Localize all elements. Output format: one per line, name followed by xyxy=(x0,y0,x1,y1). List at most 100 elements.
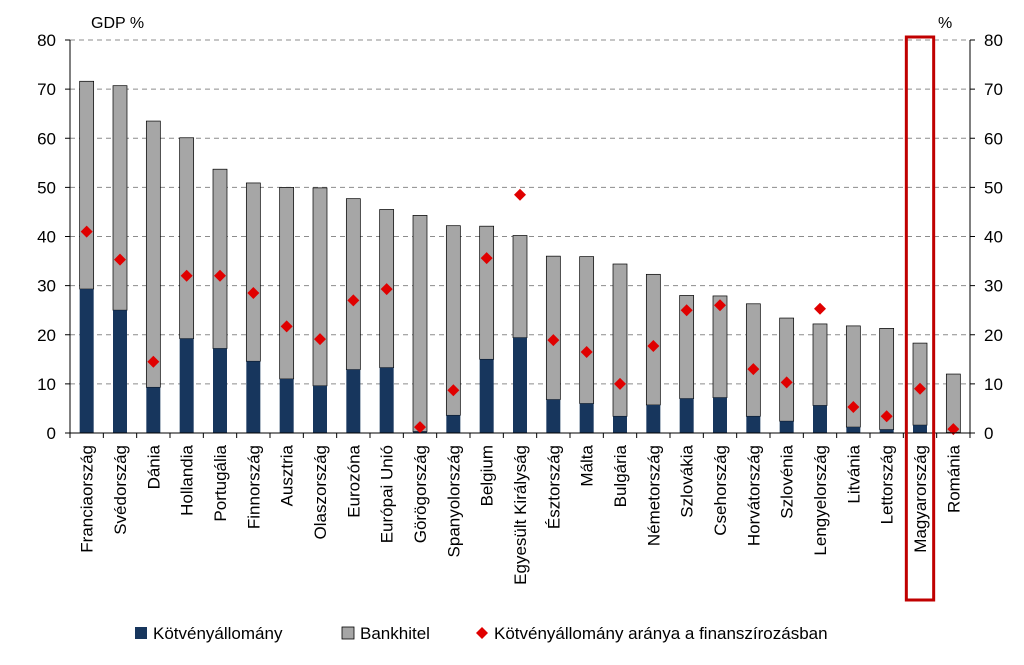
bar-kotvenyallomany xyxy=(313,385,327,433)
right-tick-label: 30 xyxy=(984,277,1003,296)
marker-share xyxy=(114,253,126,266)
right-tick-label: 80 xyxy=(984,31,1003,50)
bar-kotvenyallomany xyxy=(213,348,227,433)
bar-kotvenyallomany xyxy=(479,359,494,433)
right-tick-label: 40 xyxy=(984,228,1003,247)
bar-kotvenyallomany xyxy=(446,415,461,433)
left-axis-ticks: 0 10 20 30 40 50 60 70 80 xyxy=(37,31,70,443)
bar-bankhitel xyxy=(145,120,161,388)
legend-label-bonds: Kötvényállomány xyxy=(153,624,283,643)
marker-share xyxy=(814,302,826,315)
marker-share xyxy=(847,400,860,413)
marker-share xyxy=(447,384,460,397)
bar-kotvenyallomany xyxy=(813,405,827,433)
legend-label-share: Kötvényállomány aránya a finanszírozásba… xyxy=(494,624,828,643)
left-tick-label: 0 xyxy=(47,424,56,443)
category-label: Ausztria xyxy=(278,444,297,506)
marker-share xyxy=(80,225,93,238)
category-label: Bulgária xyxy=(611,444,630,507)
bars xyxy=(79,80,961,433)
left-tick-label: 80 xyxy=(37,31,56,50)
category-label: Olaszország xyxy=(311,445,330,539)
category-label: Magyarország xyxy=(911,445,930,553)
category-label: Svédország xyxy=(111,445,130,535)
category-label: Eurozóna xyxy=(344,444,363,517)
bar-kotvenyallomany xyxy=(546,399,561,433)
bar-kotvenyallomany xyxy=(346,369,361,433)
legend: Kötvényállomány Bankhitel Kötvényállomán… xyxy=(135,624,828,643)
category-label: Spanyolország xyxy=(444,445,463,557)
marker-share xyxy=(247,286,260,299)
category-label: Franciaország xyxy=(78,445,97,553)
marker-share xyxy=(314,333,326,346)
highlight-box xyxy=(904,35,936,602)
bar-kotvenyallomany xyxy=(246,361,261,433)
left-tick-label: 30 xyxy=(37,277,56,296)
marker-share xyxy=(180,269,193,282)
bar-bankhitel xyxy=(579,256,595,404)
category-label: Görögország xyxy=(411,445,430,543)
bar-bankhitel xyxy=(345,198,361,370)
marker-share xyxy=(580,345,593,358)
left-tick-label: 50 xyxy=(37,178,56,197)
bar-bankhitel xyxy=(279,187,295,380)
marker-share xyxy=(614,377,626,390)
category-labels: Franciaország Svédország Dánia Hollandia Por… xyxy=(78,444,964,584)
bar-kotvenyallomany xyxy=(846,427,861,433)
right-axis-ticks: 0 10 20 30 40 50 60 70 80 xyxy=(970,31,1003,443)
bar-bankhitel xyxy=(645,273,661,406)
category-label: Lettország xyxy=(878,445,897,524)
left-tick-label: 10 xyxy=(37,375,56,394)
left-tick-label: 20 xyxy=(37,326,56,345)
legend-marker-share xyxy=(476,627,488,639)
category-label: Szlovákia xyxy=(678,444,697,517)
left-tick-label: 70 xyxy=(37,80,56,99)
bar-bankhitel xyxy=(745,303,761,417)
right-tick-label: 50 xyxy=(984,178,1003,197)
marker-share xyxy=(780,376,793,389)
right-tick-label: 60 xyxy=(984,129,1003,148)
legend-swatch-bank-loans xyxy=(341,626,355,640)
right-tick-label: 0 xyxy=(984,424,993,443)
marker-share xyxy=(514,188,526,201)
bar-kotvenyallomany xyxy=(879,429,894,433)
marker-share xyxy=(547,334,560,347)
marker-share xyxy=(747,363,760,376)
bar-bankhitel xyxy=(412,215,428,432)
category-label: Dánia xyxy=(144,444,163,489)
bar-bankhitel xyxy=(779,317,795,422)
marker-share xyxy=(214,269,226,282)
category-label: Litvánia xyxy=(844,444,863,503)
bar-bankhitel xyxy=(812,323,828,406)
marker-share xyxy=(347,294,360,307)
marker-share xyxy=(947,423,960,436)
bar-kotvenyallomany xyxy=(913,425,927,433)
category-label: Horvátország xyxy=(744,445,763,546)
right-tick-label: 10 xyxy=(984,375,1003,394)
left-tick-label: 40 xyxy=(37,228,56,247)
category-label: Lengyelország xyxy=(811,445,830,556)
bar-bankhitel xyxy=(212,168,228,349)
category-label: Észtország xyxy=(544,445,563,529)
left-axis-unit: GDP % xyxy=(91,15,144,32)
bar-kotvenyallomany xyxy=(613,416,627,433)
bar-kotvenyallomany xyxy=(779,421,794,433)
marker-share xyxy=(480,252,493,265)
marker-share xyxy=(680,304,693,317)
right-axis-unit: % xyxy=(938,15,952,32)
bar-bankhitel xyxy=(179,137,195,340)
category-label: Portugália xyxy=(211,444,230,521)
marker-share xyxy=(714,299,726,312)
category-label: Románia xyxy=(944,444,963,513)
category-label: Hollandia xyxy=(178,444,197,515)
bar-bankhitel xyxy=(112,85,128,311)
bar-bankhitel xyxy=(612,263,628,417)
bar-bankhitel xyxy=(79,80,95,290)
category-label: Európai Unió xyxy=(378,445,397,543)
marker-share xyxy=(647,340,660,353)
bar-kotvenyallomany xyxy=(679,398,694,433)
marker-share xyxy=(380,283,393,296)
marker-share xyxy=(280,320,293,333)
markers xyxy=(80,188,960,436)
bar-kotvenyallomany xyxy=(646,404,661,433)
